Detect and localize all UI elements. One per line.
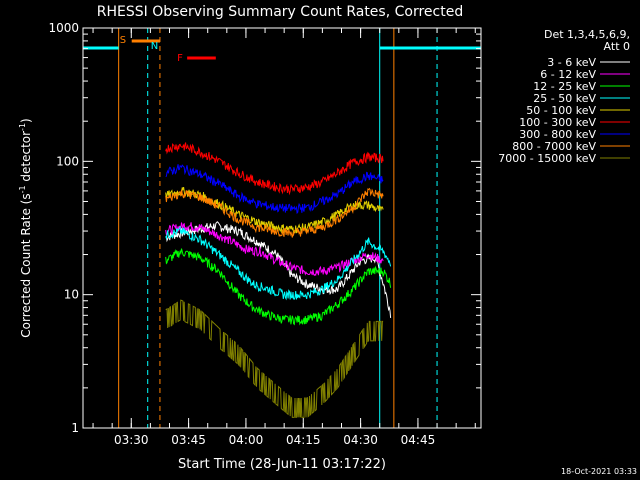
legend-entry-label: 50 - 100 keV <box>526 104 596 117</box>
x-tick-label: 04:30 <box>343 433 378 447</box>
timestamp: 18-Oct-2021 03:33 <box>561 467 637 476</box>
series-line <box>165 299 384 418</box>
series-line <box>165 187 384 238</box>
legend-entry-label: 6 - 12 keV <box>540 68 596 81</box>
series-layer <box>165 142 392 418</box>
x-tick-label: 04:00 <box>229 433 264 447</box>
x-axis-label: Start Time (28-Jun-11 03:17:22) <box>178 457 386 472</box>
legend-entry-label: 7000 - 15000 keV <box>498 152 596 165</box>
observing-flags: S N F <box>120 35 216 64</box>
flag-n-label: N <box>151 41 158 52</box>
chart-title: RHESSI Observing Summary Count Rates, Co… <box>97 4 463 20</box>
legend-header-line2: Att 0 <box>604 40 630 53</box>
axes <box>82 27 482 429</box>
plot-frame <box>82 27 482 429</box>
x-tick-label: 04:45 <box>401 433 436 447</box>
x-tick-label: 04:15 <box>286 433 321 447</box>
y-tick-label: 1 <box>71 421 79 435</box>
series-line <box>165 221 392 318</box>
x-tick-label: 03:30 <box>114 433 149 447</box>
observing-mode-markers <box>83 28 481 428</box>
legend-entry-label: 300 - 800 keV <box>519 128 596 141</box>
series-line <box>165 222 384 277</box>
y-tick-label: 10 <box>64 288 79 302</box>
flag-s-label: S <box>120 35 126 46</box>
legend-entry-label: 12 - 25 keV <box>533 80 596 93</box>
series-line <box>165 142 384 196</box>
legend-entry-label: 100 - 300 keV <box>519 116 596 129</box>
series-line <box>165 225 392 301</box>
y-tick-label: 100 <box>56 154 79 168</box>
legend-header-line1: Det 1,3,4,5,6,9, <box>544 28 630 41</box>
series-line <box>165 164 384 215</box>
x-tick-label: 03:45 <box>171 433 206 447</box>
legend-entry-label: 800 - 7000 keV <box>512 140 596 153</box>
y-tick-label: 1000 <box>48 21 79 35</box>
axis-ticks: 1 10 100 1000 03:30 03:45 04:00 04:15 04:30 04:45 <box>48 21 481 447</box>
y-axis-label: Corrected Count Rate (s-1 detector-1) <box>18 118 33 337</box>
legend-entry-label: 3 - 6 keV <box>547 56 596 69</box>
series-line <box>165 248 392 326</box>
flag-f-label: F <box>177 53 183 64</box>
legend-entry-label: 25 - 50 keV <box>533 92 596 105</box>
